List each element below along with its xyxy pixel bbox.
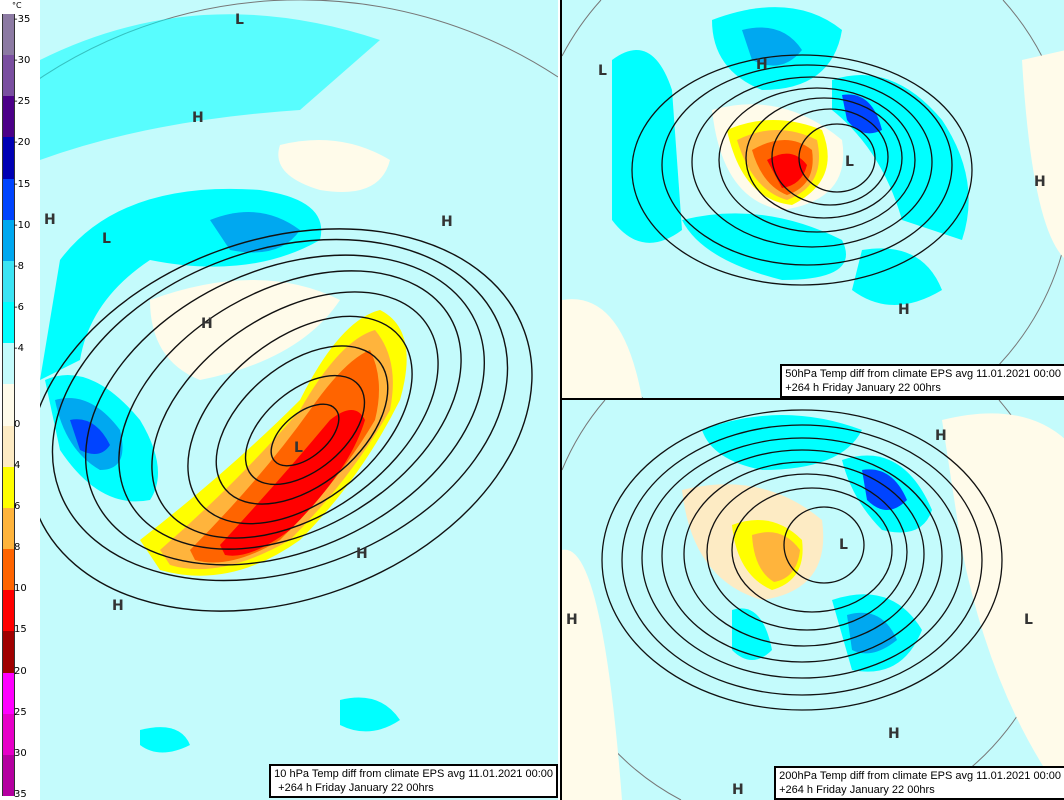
map-10hpa: L H H L H H L H H [0, 0, 558, 753]
pressure-label: H [201, 316, 213, 332]
colorbar-swatch [2, 137, 15, 179]
colorbar-tick-label: -8 [14, 260, 24, 272]
colorbar-tick-label: 25 [14, 706, 27, 718]
caption-title: 10 hPa Temp diff from climate EPS avg 11… [274, 768, 553, 780]
colorbar-tick-label: 4 [14, 459, 21, 471]
colorbar-tick-label: 10 [14, 583, 27, 595]
pressure-label: H [44, 212, 56, 228]
colorbar-tick-label: 6 [14, 500, 21, 512]
colorbar-unit: °C [12, 1, 22, 10]
pressure-label: H [898, 302, 910, 318]
pressure-label: H [732, 782, 744, 798]
colorbar-tick-label: -20 [14, 137, 31, 149]
colorbar-swatch [2, 302, 15, 344]
pressure-label: H [441, 214, 453, 230]
map-caption: 50hPa Temp diff from climate EPS avg 11.… [780, 364, 1064, 398]
caption-title: 50hPa Temp diff from climate EPS avg 11.… [785, 368, 1061, 380]
pressure-label: H [756, 57, 768, 73]
colorbar-swatch [2, 343, 15, 385]
colorbar-swatch [2, 55, 15, 97]
colorbar-swatch [2, 14, 15, 56]
colorbar-tick-label: -15 [14, 178, 31, 190]
colorbar-swatch [2, 507, 15, 550]
caption-valid-time: +264 h Friday January 22 00hrs [779, 784, 935, 796]
colorbar-swatch [2, 549, 15, 591]
colorbar-swatch [2, 384, 15, 426]
caption-title: 200hPa Temp diff from climate EPS avg 11… [779, 770, 1061, 782]
pressure-label: L [845, 154, 854, 170]
colorbar-tick-label: 30 [14, 747, 27, 759]
colorbar-tick-label: 8 [14, 542, 21, 554]
map-caption: 10 hPa Temp diff from climate EPS avg 11… [269, 764, 558, 798]
colorbar-tick-label: 0 [14, 418, 21, 430]
map-panel-200hpa: H L H L H H 200hPa Temp diff from climat… [560, 400, 1064, 800]
colorbar-legend: °C -35 -30 -25 -20 -15 -10 -8 -6 -4 0 4 6 8 10 15 20 25 3… [0, 0, 40, 800]
colorbar-tick-label: -25 [14, 96, 31, 108]
pressure-label: H [566, 612, 578, 628]
colorbar-tick-label: 35 [14, 789, 27, 800]
colorbar-swatch [2, 178, 15, 220]
colorbar-tick-label: -10 [14, 219, 31, 231]
colorbar-tick-label: -6 [14, 302, 24, 314]
pressure-label: L [1024, 612, 1033, 628]
colorbar-tick-label: 20 [14, 665, 27, 677]
map-caption: 200hPa Temp diff from climate EPS avg 11… [774, 766, 1064, 800]
colorbar-swatch [2, 260, 15, 303]
map-50hpa: L H L H H [562, 0, 1064, 398]
colorbar-tick-label: -4 [14, 343, 24, 355]
caption-valid-time: +264 h Friday January 22 00hrs [785, 382, 941, 394]
pressure-label: H [1034, 174, 1046, 190]
colorbar-tick-label: -35 [14, 14, 31, 25]
map-panel-50hpa: L H L H H 50hPa Temp diff from climate E… [560, 0, 1064, 400]
colorbar-swatch [2, 466, 15, 508]
colorbar-swatch [2, 96, 15, 138]
pressure-label: L [598, 63, 607, 79]
pressure-label: H [935, 428, 947, 444]
colorbar-swatch [2, 590, 15, 632]
pressure-label: H [192, 110, 204, 126]
pressure-label: L [235, 12, 244, 28]
colorbar-swatch [2, 425, 15, 467]
colorbar-tick-label: -30 [14, 55, 31, 67]
colorbar-swatch [2, 219, 15, 261]
caption-valid-time: +264 h Friday January 22 00hrs [278, 782, 434, 794]
pressure-label: L [294, 440, 303, 456]
colorbar-swatch [2, 672, 15, 714]
colorbar-swatch [2, 631, 15, 673]
colorbar-swatch [2, 713, 15, 755]
colorbar-swatch [2, 754, 15, 796]
pressure-label: L [102, 231, 111, 247]
pressure-label: H [112, 598, 124, 614]
map-200hpa: H L H L H H [562, 400, 1064, 800]
pressure-label: L [839, 537, 848, 553]
pressure-label: H [356, 546, 368, 562]
colorbar-tick-label: 15 [14, 624, 27, 636]
pressure-label: H [888, 726, 900, 742]
map-panel-10hpa: L H H L H H L H H 10 hPa Temp diff from … [0, 0, 558, 800]
